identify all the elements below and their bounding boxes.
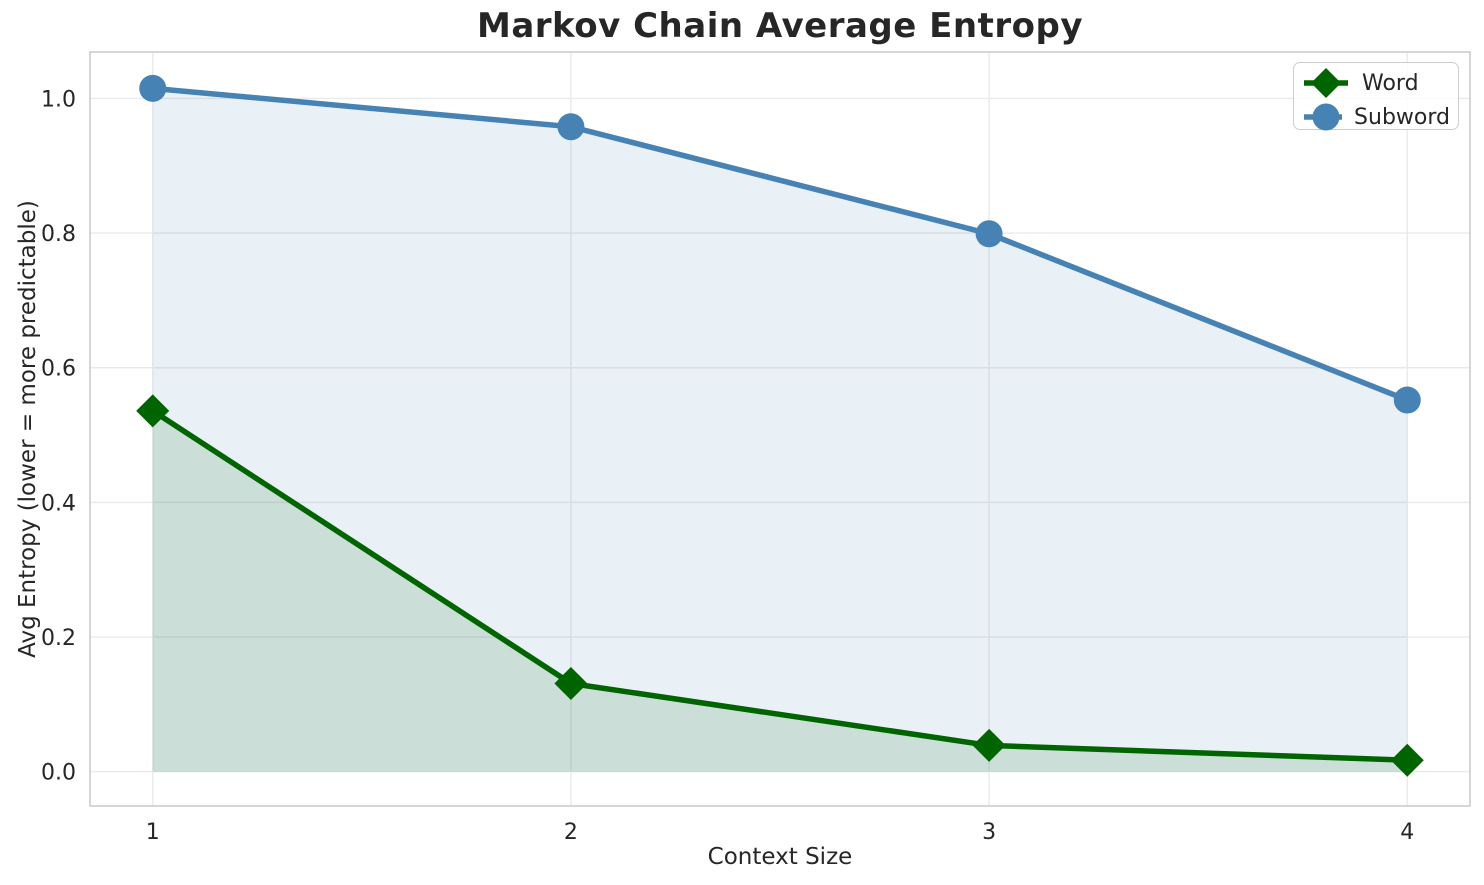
plot-spine	[89, 51, 1471, 807]
x-tick-label: 4	[1400, 820, 1414, 845]
y-tick-label: 1.0	[41, 87, 76, 112]
y-tick-label: 0.0	[41, 761, 76, 786]
legend-label-word: Word	[1362, 70, 1419, 96]
subword-marker	[975, 220, 1003, 248]
legend-label-subword: Subword	[1354, 104, 1450, 130]
subword-marker	[139, 74, 167, 102]
y-axis-label: Avg Entropy (lower = more predictable)	[15, 200, 41, 658]
y-tick-label: 0.2	[41, 626, 76, 651]
legend: Word Subword	[1293, 62, 1459, 131]
subword-marker	[557, 113, 585, 141]
legend-item-subword: Subword	[1302, 100, 1450, 134]
word-marker	[136, 394, 170, 428]
x-tick-label: 3	[982, 820, 996, 845]
word-diamond-icon	[1304, 68, 1348, 98]
word-marker	[554, 666, 588, 700]
x-tick-label: 1	[146, 820, 160, 845]
word-marker	[1390, 743, 1424, 777]
subword-line	[149, 85, 1411, 403]
y-tick-label: 0.8	[41, 222, 76, 247]
word-marker	[972, 728, 1006, 762]
y-tick-label: 0.4	[41, 491, 76, 516]
x-axis-label: Context Size	[707, 844, 853, 870]
word-area	[152, 410, 1408, 772]
subword-area	[152, 88, 1408, 772]
y-tick-label: 0.6	[41, 357, 76, 382]
legend-item-word: Word	[1302, 66, 1450, 100]
x-tick-label: 2	[564, 820, 578, 845]
chart-title: Markov Chain Average Entropy	[477, 6, 1083, 46]
subword-marker	[1393, 386, 1421, 414]
subword-circle-icon	[1304, 103, 1343, 131]
word-line	[149, 408, 1411, 763]
